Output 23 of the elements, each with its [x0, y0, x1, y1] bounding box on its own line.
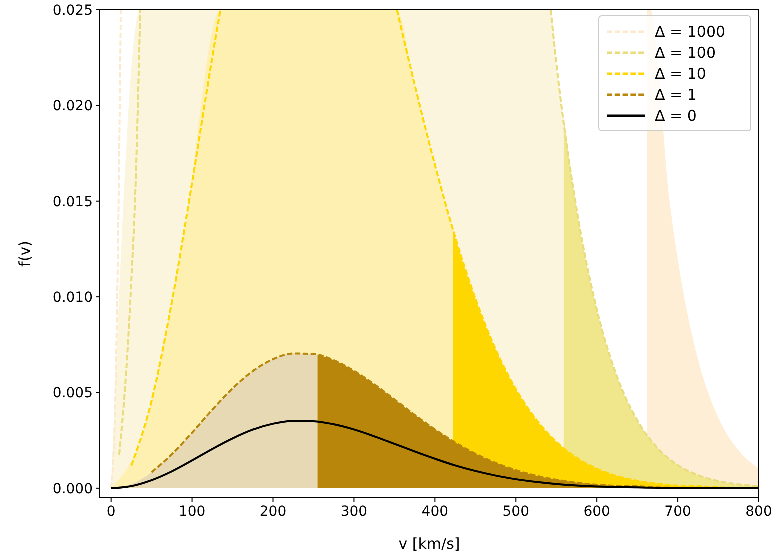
y-tick-label: 0.015	[52, 194, 93, 210]
x-tick-label: 700	[664, 504, 692, 520]
y-tick-label: 0.010	[52, 290, 93, 306]
y-tick-label: 0.020	[52, 98, 93, 115]
legend-label: Δ = 1	[655, 86, 697, 104]
y-axis-title: f(v)	[16, 241, 34, 267]
x-tick-label: 200	[260, 504, 287, 520]
line-series	[110, 10, 122, 490]
legend-label: Δ = 0	[655, 107, 697, 125]
x-tick-label: 800	[746, 504, 772, 520]
legend-label: Δ = 100	[655, 44, 716, 62]
x-axis-title: v [km/s]	[398, 535, 460, 553]
legend-label: Δ = 1000	[655, 23, 726, 41]
x-tick-label: 300	[340, 504, 368, 520]
x-tick-label: 400	[422, 504, 449, 520]
y-tick-label: 0.005	[52, 386, 93, 402]
x-tick-label: 100	[178, 504, 206, 520]
x-tick-label: 0	[106, 504, 116, 520]
y-tick-label: 0.025	[52, 3, 93, 19]
x-tick-label: 500	[502, 504, 530, 520]
x-tick-label: 600	[584, 504, 610, 520]
y-tick-label: 0.000	[52, 481, 93, 498]
legend-label: Δ = 10	[655, 65, 706, 83]
